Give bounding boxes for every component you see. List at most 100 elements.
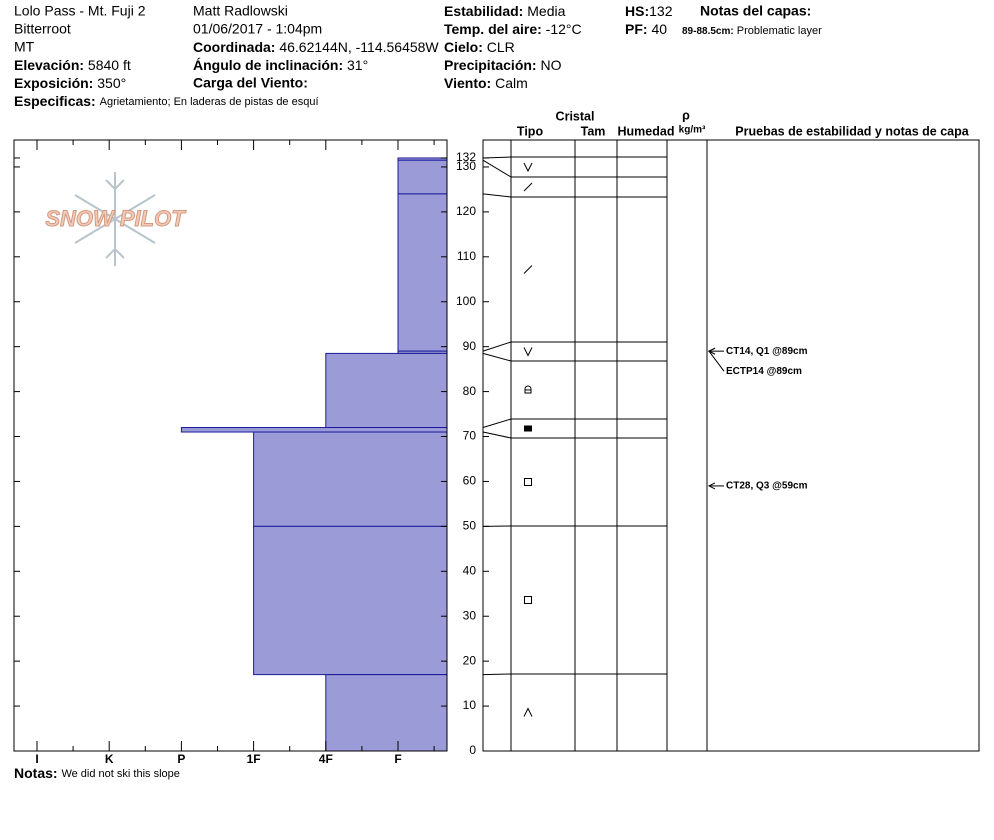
grain-symbol [524,425,532,432]
value: NO [540,57,561,73]
column-headers: Cristal Tipo Tam Humedad ρ kg/m³ Pruebas… [517,108,970,138]
range: Bitterroot [14,21,71,37]
arrow-head [707,482,716,490]
grain-symbol [524,596,532,604]
y-tick-label: 20 [463,653,477,667]
value: CLR [487,39,515,55]
test-arrow [708,350,725,372]
hardness-bar [397,159,448,195]
y-tick-label: 70 [463,429,477,443]
label: Elevación: [14,57,84,73]
test-label: ECTP14 @89cm [726,366,802,377]
label: Exposición: [14,75,93,91]
x-tick-label: I [35,752,38,766]
connector [482,352,512,362]
col-header: Tipo [517,124,544,138]
elevation: Elevación: 5840 ft [14,57,131,73]
grain-symbol [523,265,533,274]
hardness-bar [397,193,448,352]
value: Media [527,3,565,19]
value: Calm [495,75,528,91]
air-temp: Temp. del aire: -12°C [444,21,582,37]
col-header: Cristal [556,109,595,123]
test-label: CT28, Q3 @59cm [726,481,808,492]
y-tick-label: 110 [457,249,476,263]
value: 5840 ft [88,57,131,73]
logo-text: SNOW PILOT [45,206,186,231]
layer-note: 89-88.5cm: Problematic layer [682,25,822,37]
value: 132 [649,3,673,19]
connector [482,193,512,198]
label: Notas: [14,765,58,781]
label: Precipitación: [444,57,537,73]
connector [482,673,512,676]
x-tick-label: F [394,752,401,766]
y-tick-label: 30 [463,608,477,622]
datetime: 01/06/2017 - 1:04pm [193,21,322,37]
grain-symbol [523,707,533,717]
y-tick-label: 120 [456,204,476,218]
hs: HS:132 [625,3,673,19]
col-header: Humedad [618,124,675,138]
hardness-bar [325,674,448,752]
hardness-bar [253,525,448,676]
col-header: Pruebas de estabilidad y notas de capa [735,124,969,138]
connector [482,159,512,178]
layer-notes-label: Notas del capas: [700,3,811,19]
col-header: kg/m³ [679,125,706,136]
col-header: ρ [682,108,690,122]
value: 31° [347,57,368,73]
value: 40 [651,21,667,37]
state: MT [14,39,35,55]
y-tick-label: 0 [469,743,476,757]
slope: Ángulo de inclinación: 31° [193,57,368,73]
value: 46.62144N, -114.56458W [279,39,439,55]
label: PF: [625,21,648,37]
pf: PF: 40 [625,21,667,37]
label: Estabilidad: [444,3,523,19]
x-tick-label: K [105,752,114,766]
logo: SNOW PILOT [45,172,187,266]
value: 350° [97,75,126,91]
range: 89-88.5cm: [682,26,734,37]
sky: Cielo: CLR [444,39,515,55]
stability: Estabilidad: Media [444,3,566,19]
x-tick-label: 1F [247,752,261,766]
table-frame [482,139,980,752]
grain-symbol [523,182,533,192]
y-tick-label: 60 [463,474,477,488]
value: -12°C [546,21,582,37]
header: Lolo Pass - Mt. Fuji 2 Bitterroot MT Ele… [14,3,822,109]
grain-symbol [523,347,533,357]
label: Especificas: [14,93,96,109]
connector [482,418,512,429]
notes: Notas: We did not ski this slope [14,765,180,781]
observer: Matt Radlowski [193,3,288,19]
hardness-bar [325,352,448,429]
y-tick-label: 40 [463,563,477,577]
precipitation: Precipitación: NO [444,57,562,73]
grain-symbol [524,385,532,394]
value: We did not ski this slope [61,768,179,780]
label: Cielo: [444,39,483,55]
wind-load: Carga del Viento: [193,75,308,91]
y-tick-label: 132 [456,150,476,164]
label: Ángulo de inclinación: [193,57,343,73]
connector [482,341,512,352]
label: Viento: [444,75,491,91]
hardness-bar [180,427,448,433]
grain-symbol [523,162,533,173]
aspect: Exposición: 350° [14,75,126,91]
label: HS: [625,3,649,19]
x-tick-label: 4F [319,752,333,766]
label: Temp. del aire: [444,21,542,37]
connector [482,431,512,439]
coordinates: Coordinada: 46.62144N, -114.56458W [193,39,439,55]
x-tick-label: P [177,752,185,766]
plot-frame [13,139,448,752]
specifics: Especificas: Agrietamiento; En laderas d… [14,93,319,109]
col-header: Tam [581,124,606,138]
y-tick-label: 100 [456,294,476,308]
connector [482,156,512,159]
